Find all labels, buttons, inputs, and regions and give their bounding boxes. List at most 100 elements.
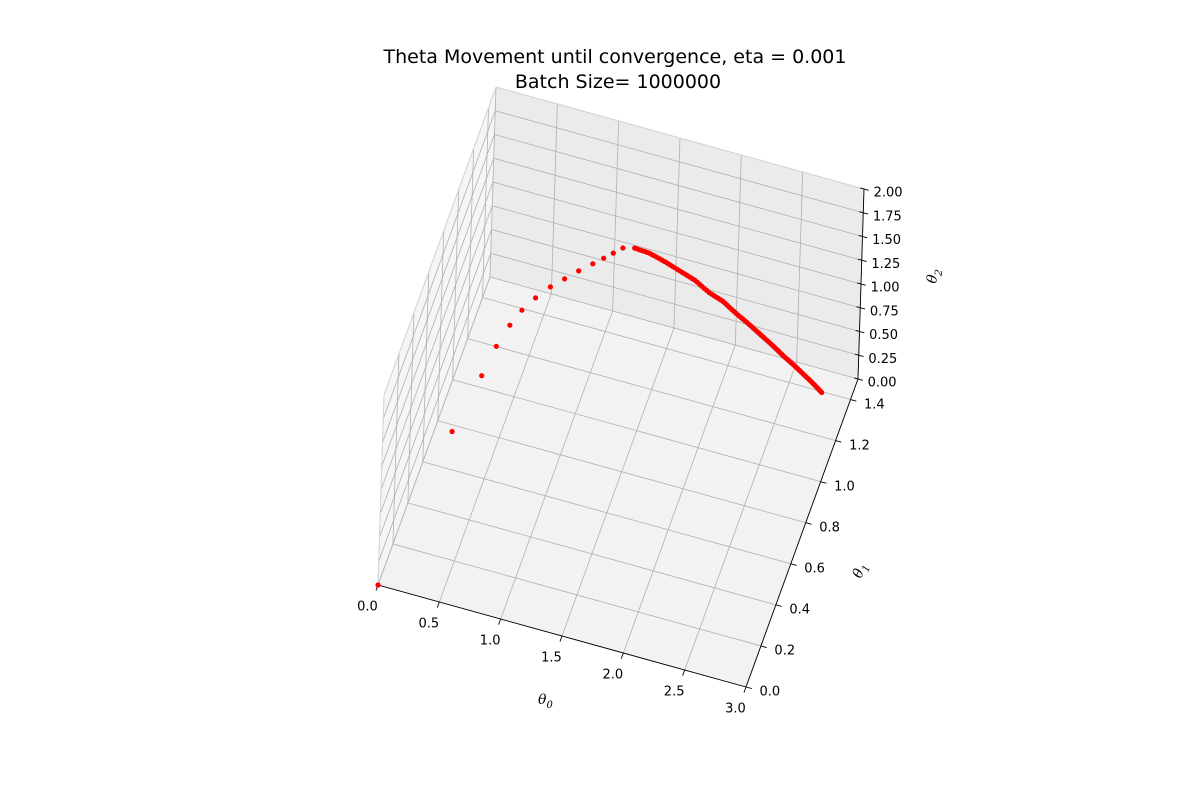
data-point — [704, 287, 710, 293]
data-point — [718, 297, 724, 303]
data-point — [744, 320, 750, 326]
data-point — [519, 307, 525, 313]
y-tick-label: 1.4 — [864, 397, 885, 412]
z-tick-mark — [860, 187, 869, 191]
x-tick-label: 0.5 — [418, 617, 439, 632]
y-tick-mark — [850, 399, 857, 402]
z-tick-mark — [859, 211, 869, 215]
pane-edge — [495, 86, 865, 190]
chart-title: Theta Movement until convergence, eta = … — [383, 46, 847, 68]
z-grid-line — [494, 134, 863, 237]
x-tick-mark — [620, 652, 624, 659]
z-grid-line — [492, 181, 862, 285]
data-points — [375, 245, 825, 588]
y-grid-line — [392, 543, 762, 647]
data-point — [644, 249, 650, 255]
z-tick-label: 1.25 — [871, 257, 900, 272]
data-point — [576, 268, 582, 274]
y-axis-label: θ1 — [850, 561, 873, 582]
y-tick-mark — [760, 645, 767, 648]
z-grid-line — [492, 205, 861, 309]
data-point — [731, 308, 737, 314]
data-point — [493, 343, 499, 349]
z-tick-label: 1.75 — [873, 209, 902, 224]
z-tick-label: 0.00 — [868, 376, 897, 391]
z-grid-line — [382, 110, 496, 419]
z-axis-label-subscript: 2 — [933, 269, 945, 278]
data-point — [533, 295, 539, 301]
x-axis-label: θ0 — [538, 692, 553, 711]
y-grid-line — [482, 297, 851, 400]
y-axis-label-subscript: 1 — [860, 564, 873, 574]
x-grid-line — [684, 361, 798, 671]
pane-edge — [383, 86, 497, 396]
z-tick-mark — [857, 258, 867, 263]
x-grid-line — [622, 344, 736, 654]
y-tick-label: 0.2 — [774, 644, 795, 659]
x-grid-line — [438, 293, 552, 603]
x-tick-mark — [559, 635, 563, 642]
y-grid-line — [437, 420, 806, 524]
z-tick-mark — [855, 329, 865, 334]
data-point — [659, 257, 665, 263]
x-tick-label: 0.0 — [357, 600, 378, 615]
z-axis-label-symbol: θ — [924, 273, 941, 285]
x-tick-mark — [682, 669, 686, 676]
x-axis-label-subscript: 0 — [546, 700, 553, 711]
z-grid-line — [380, 181, 494, 491]
data-point — [375, 582, 381, 588]
x-tick-label: 2.5 — [664, 685, 685, 700]
y-axis-line — [745, 378, 859, 688]
z-axis-label: θ2 — [924, 267, 945, 285]
z-tick-mark — [856, 306, 866, 310]
x-tick-mark — [436, 601, 440, 608]
data-point — [768, 341, 774, 347]
z-grid-line — [379, 205, 493, 514]
chart-subtitle: Batch Size= 1000000 — [515, 71, 721, 93]
z-grid-line — [493, 157, 862, 261]
y-tick-mark — [835, 440, 842, 443]
x-grid-line — [561, 327, 675, 637]
z-tick-label: 0.25 — [868, 352, 897, 367]
z-grid-line — [378, 253, 492, 562]
z-tick-label: 1.00 — [871, 281, 900, 296]
z-grid-line — [377, 276, 491, 586]
x-tick-mark — [498, 618, 502, 625]
data-point — [479, 373, 485, 379]
z-tick-label: 0.50 — [869, 328, 898, 343]
z-tick-mark — [854, 353, 864, 358]
data-point — [507, 322, 513, 328]
data-point — [590, 261, 596, 267]
data-point — [756, 330, 762, 336]
x-tick-mark — [743, 686, 747, 693]
z-grid-line — [489, 276, 859, 380]
y-tick-mark — [745, 686, 752, 690]
x-tick-label: 2.0 — [602, 668, 623, 683]
z-grid-line — [382, 134, 495, 443]
z-grid-line — [491, 229, 860, 332]
y-tick-label: 0.0 — [759, 685, 780, 700]
y-grid-line — [467, 338, 836, 441]
z-grid-line — [490, 252, 859, 356]
data-point — [610, 250, 616, 256]
data-point — [601, 255, 607, 261]
x-axis-label-symbol: θ — [538, 692, 547, 708]
x-tick-label: 1.0 — [480, 634, 501, 649]
y-tick-label: 0.4 — [789, 603, 810, 618]
y-tick-label: 1.0 — [834, 479, 855, 494]
y-tick-label: 1.2 — [849, 438, 870, 453]
data-point — [689, 276, 695, 282]
y-grid-line — [422, 461, 791, 565]
data-point — [779, 351, 785, 358]
y-tick-label: 0.8 — [819, 520, 840, 535]
z-grid-line — [381, 158, 495, 467]
y-tick-mark — [805, 522, 812, 525]
z-tick-label: 1.50 — [872, 233, 901, 248]
y-tick-mark — [790, 563, 797, 566]
z-tick-mark — [854, 377, 863, 381]
pane-edge — [377, 394, 385, 586]
axis-panes — [378, 87, 864, 687]
z-tick-label: 2.00 — [874, 186, 903, 201]
data-point — [674, 266, 680, 272]
